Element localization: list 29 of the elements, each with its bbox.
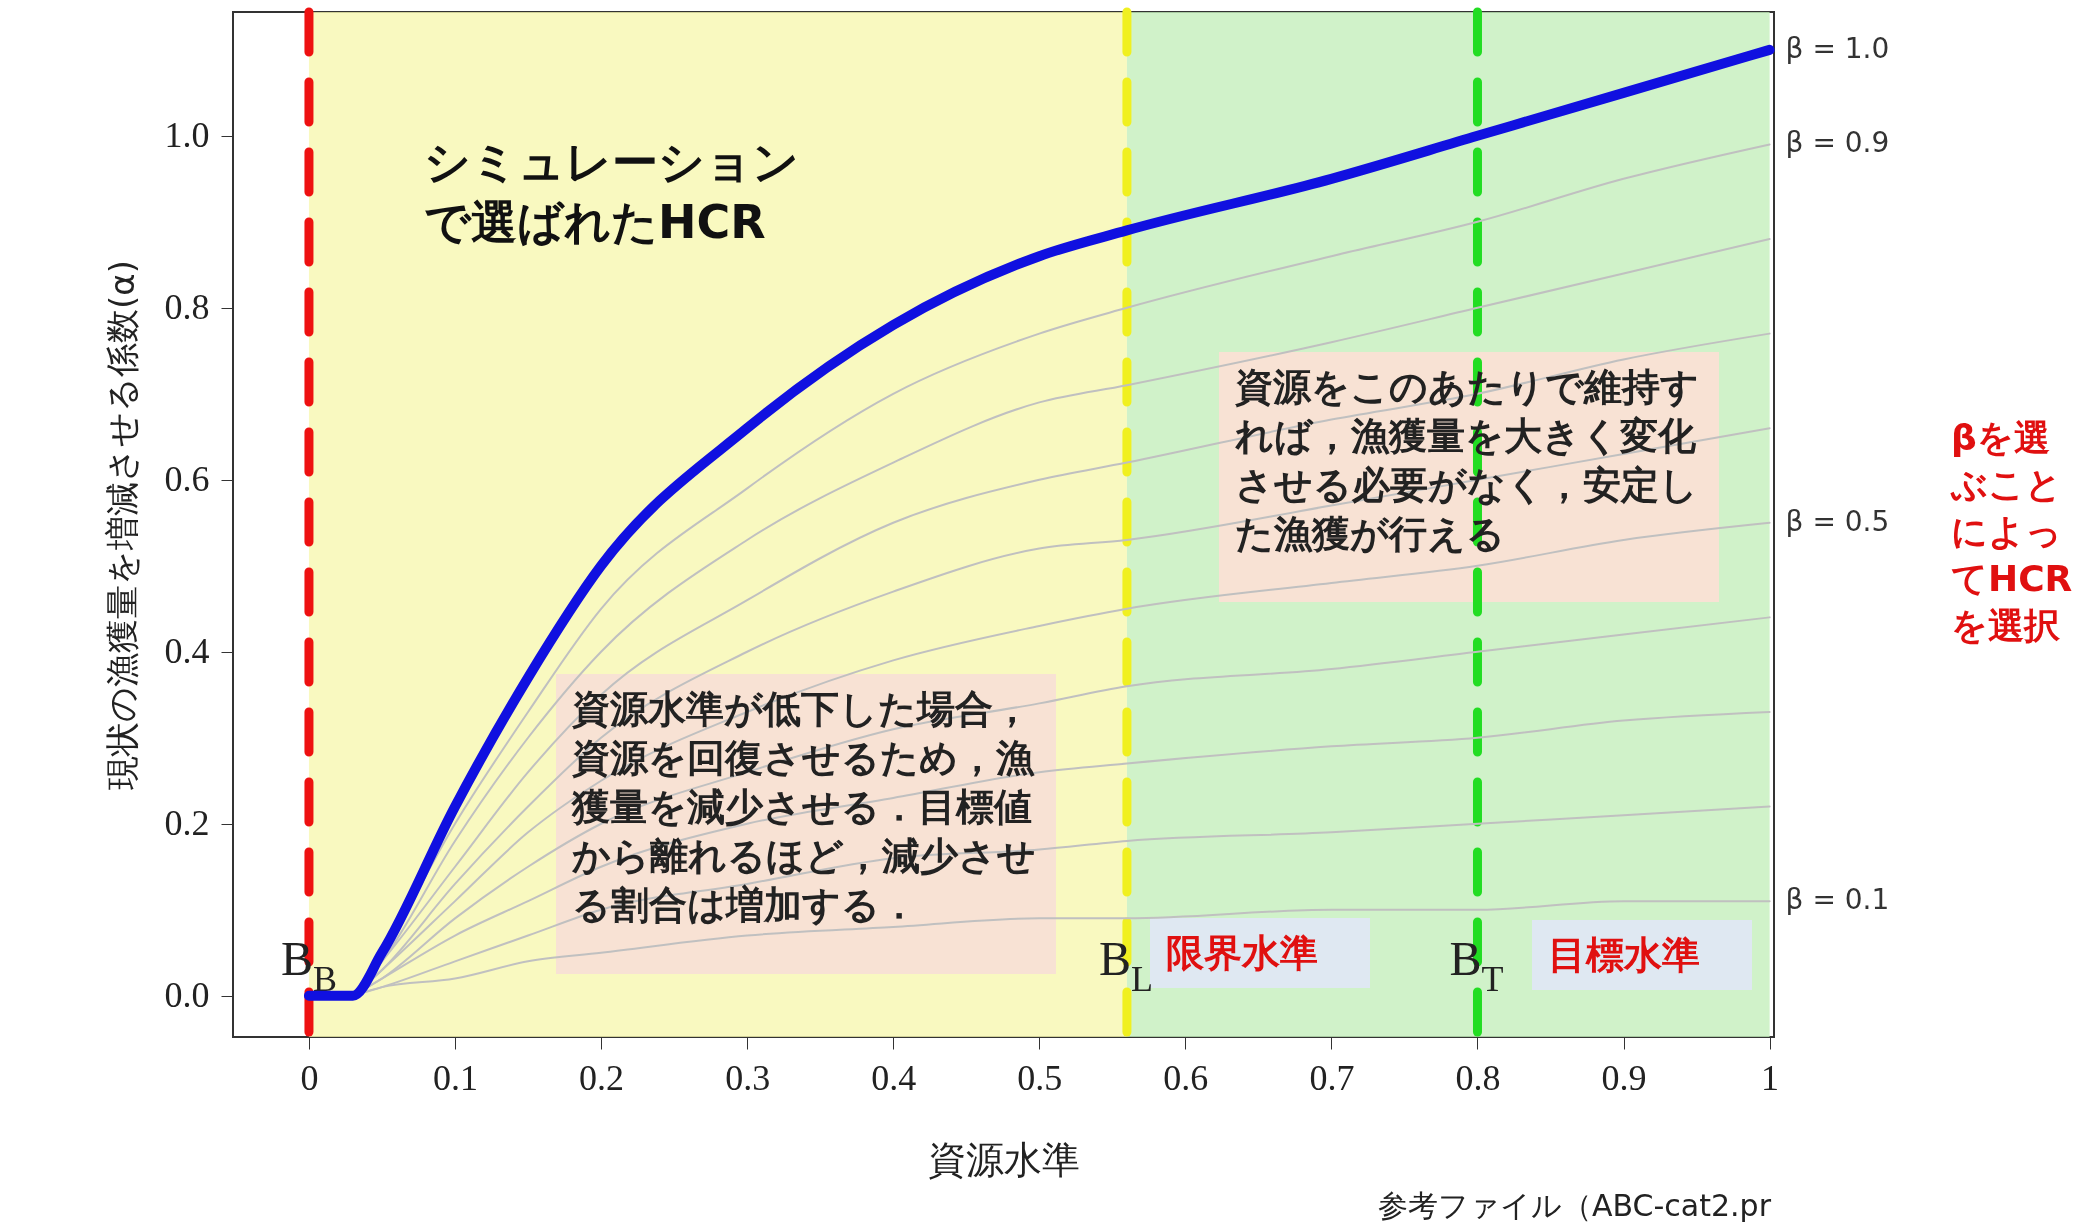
x-tick-label: 0.7 — [1309, 1057, 1355, 1098]
x-tick-label: 1 — [1761, 1057, 1780, 1098]
text: 参考ファイル（ABC-cat2.pr — [1378, 1188, 1772, 1222]
y-tick-label: 0.6 — [164, 459, 210, 500]
x-tick-label: 0.5 — [1017, 1057, 1063, 1098]
series-label: β = 0.5 — [1785, 504, 1890, 538]
annotation: シミュレーションで選ばれたHCR — [424, 135, 799, 249]
y-tick-label: 0.8 — [164, 287, 210, 328]
text: βを選ぶことによってHCRを選択 — [1950, 417, 2073, 646]
x-tick-label: 0.6 — [1163, 1057, 1209, 1098]
series-label: β = 0.9 — [1785, 126, 1890, 160]
x-tick-label: 0.3 — [725, 1057, 771, 1098]
series-label: β = 0.1 — [1785, 883, 1890, 917]
y-tick-label: 0.2 — [164, 803, 210, 844]
y-tick-label: 1.0 — [164, 115, 210, 156]
x-tick-label: 0 — [300, 1057, 319, 1098]
x-tick-label: 0.2 — [579, 1057, 625, 1098]
x-tick-label: 0.8 — [1455, 1057, 1501, 1098]
annotation: 資源水準が低下した場合，資源を回復させるため，漁獲量を減少させる．目標値から離れるほど，減少させる割合は増加する． — [571, 687, 1036, 927]
annotation: 目標水準 — [1548, 933, 1700, 977]
series-label: β = 1.0 — [1785, 31, 1890, 65]
x-tick-label: 0.4 — [871, 1057, 917, 1098]
annotation: 限界水準 — [1166, 931, 1318, 975]
x-axis-title: 資源水準 — [928, 1137, 1080, 1182]
x-tick-label: 0.1 — [433, 1057, 479, 1098]
x-tick-label: 0.9 — [1601, 1057, 1647, 1098]
y-axis-title: 現状の漁獲量を増減させる係数(α) — [101, 260, 142, 790]
y-tick-label: 0.4 — [164, 631, 210, 672]
y-tick-label: 0.0 — [164, 975, 210, 1016]
